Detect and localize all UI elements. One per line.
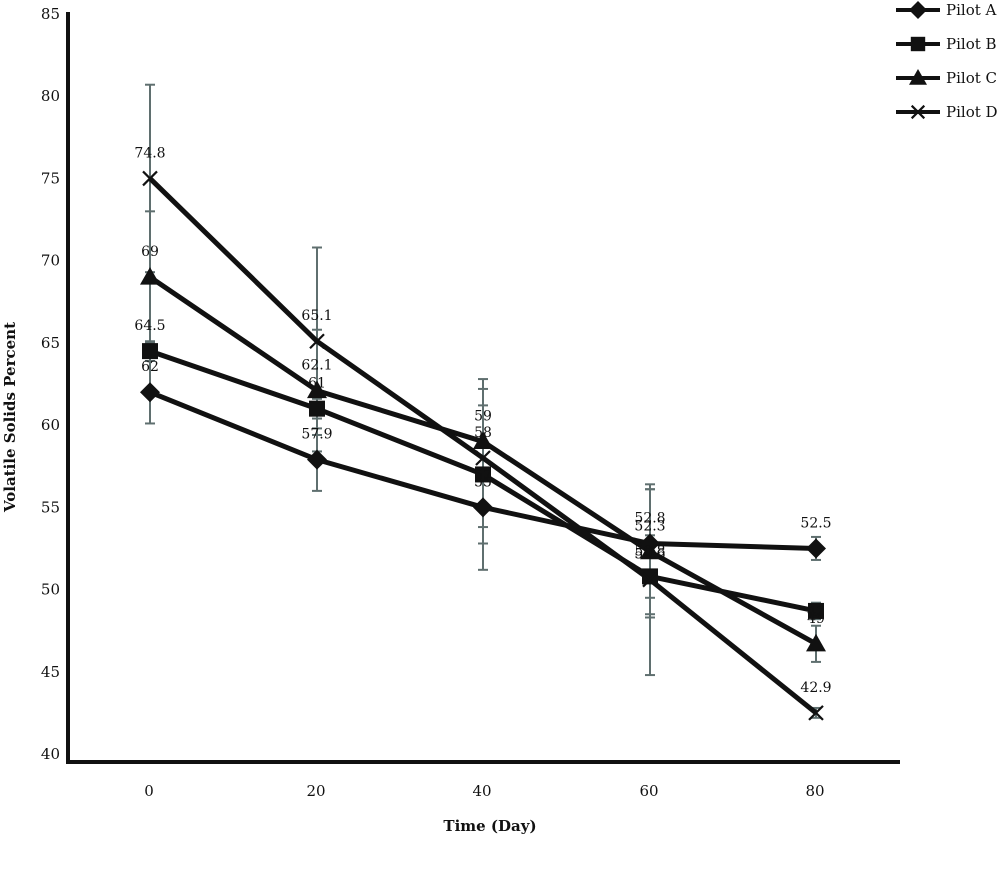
y-tick-label: 85 <box>41 5 60 23</box>
data-point <box>808 705 824 721</box>
y-tick-label: 65 <box>41 334 60 352</box>
data-label: 65.1 <box>301 308 332 324</box>
data-point <box>142 170 158 187</box>
data-label: 42.9 <box>800 680 831 696</box>
data-label: 59 <box>474 409 492 425</box>
x-tick-label: 40 <box>472 782 491 800</box>
legend-marker <box>910 36 926 52</box>
data-point <box>475 450 491 466</box>
y-tick-label: 70 <box>41 252 60 270</box>
data-point <box>806 633 826 652</box>
data-point <box>808 602 824 619</box>
data-label: 50.8 <box>634 543 665 559</box>
y-tick-label: 45 <box>41 663 60 681</box>
data-point <box>642 568 658 585</box>
data-label: 49 <box>807 611 825 627</box>
data-point <box>473 431 493 450</box>
legend-item: Pilot C <box>896 69 997 87</box>
x-marker-stroke <box>642 571 658 588</box>
error-bars <box>145 83 821 719</box>
data-point <box>307 380 327 399</box>
data-label: 52.8 <box>634 511 665 527</box>
data-label: 57 <box>474 467 492 483</box>
x-tick-label: 80 <box>805 782 824 800</box>
data-point <box>142 343 158 360</box>
data-label: 52.5 <box>800 515 831 531</box>
legend-item: Pilot A <box>896 1 997 19</box>
legend-marker <box>910 104 926 120</box>
data-label: 52.3 <box>634 519 665 535</box>
data-point <box>642 571 658 588</box>
legend-label: Pilot A <box>946 1 997 19</box>
data-label: 64.5 <box>134 318 165 334</box>
data-point <box>307 449 327 470</box>
data-label: 47 <box>807 604 825 620</box>
data-point <box>475 466 491 483</box>
data-point <box>309 400 325 417</box>
data-point <box>140 382 160 403</box>
data-labels: 62 57.9 55 52.8 52.5 64.5 61 57 50.8 47 69 62.1 59 52… <box>134 145 831 695</box>
data-label: 62 <box>141 359 159 375</box>
y-tick-label: 55 <box>41 498 60 516</box>
data-label: 58 <box>474 425 492 441</box>
data-point <box>140 267 160 285</box>
x-marker-stroke <box>910 104 926 120</box>
legend: Pilot A Pilot B Pilot C Pilot D <box>896 1 998 121</box>
y-tick-label: 60 <box>41 416 60 434</box>
legend-label: Pilot B <box>946 35 997 53</box>
y-tick-labels: 40 45 50 55 60 65 70 75 80 85 <box>41 5 60 763</box>
data-label: 57.9 <box>301 427 332 443</box>
axes <box>66 12 900 764</box>
data-point <box>806 538 826 559</box>
data-point <box>640 541 660 560</box>
data-label: 55 <box>474 474 492 490</box>
x-tick-labels: 0 20 40 60 80 <box>144 782 824 800</box>
data-label: 61 <box>308 376 326 392</box>
data-label: 50.6 <box>634 547 665 563</box>
y-tick-label: 40 <box>41 745 60 763</box>
y-tick-label: 75 <box>41 169 60 187</box>
x-marker-stroke <box>475 450 491 466</box>
y-tick-label: 80 <box>41 87 60 105</box>
legend-item: Pilot D <box>896 103 998 121</box>
y-axis-title: Volatile Solids Percent <box>1 322 19 513</box>
data-label: 62.1 <box>301 358 332 374</box>
data-point <box>473 497 493 518</box>
legend-item: Pilot B <box>896 35 997 53</box>
data-label: 69 <box>141 244 159 260</box>
legend-marker <box>909 69 927 85</box>
legend-label: Pilot C <box>946 69 997 87</box>
x-tick-label: 20 <box>306 782 325 800</box>
x-tick-label: 60 <box>639 782 658 800</box>
x-marker-stroke <box>309 333 325 350</box>
data-label: 74.8 <box>134 145 165 161</box>
legend-label: Pilot D <box>946 103 998 121</box>
x-marker-stroke <box>808 705 824 721</box>
x-tick-label: 0 <box>144 782 154 800</box>
series-markers <box>140 170 826 721</box>
y-tick-label: 50 <box>41 581 60 599</box>
legend-marker <box>909 1 927 19</box>
x-axis-title: Time (Day) <box>443 817 536 835</box>
data-point <box>309 333 325 350</box>
x-marker-stroke <box>142 170 158 187</box>
